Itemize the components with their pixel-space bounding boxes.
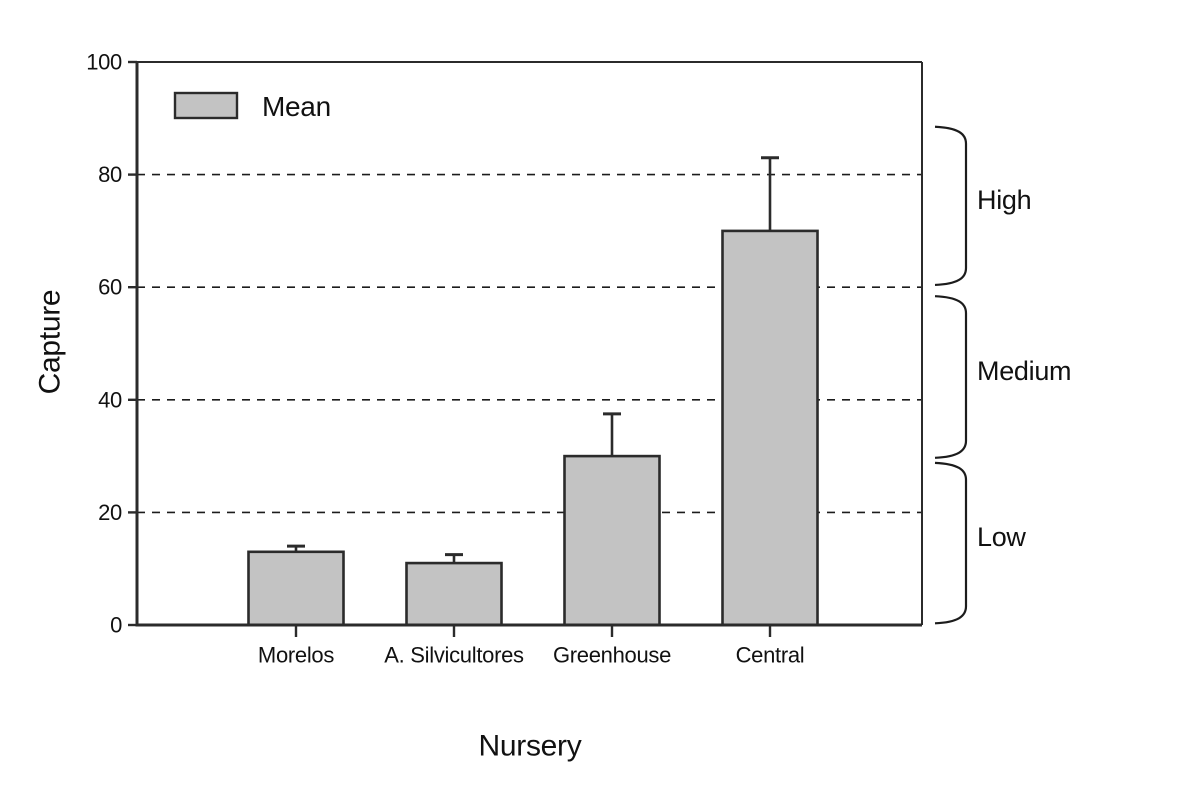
bar-morelos bbox=[247, 550, 345, 627]
legend-swatch bbox=[173, 91, 239, 120]
brace-label-low: Low bbox=[977, 522, 1026, 552]
brace-low bbox=[934, 461, 968, 625]
legend-label: Mean bbox=[262, 91, 331, 122]
x-tick-label-2: Greenhouse bbox=[553, 643, 671, 668]
y-tick-label-20: 20 bbox=[98, 500, 122, 525]
x-tick-label-1: A. Silvicultores bbox=[384, 643, 524, 668]
brace-label-medium: Medium bbox=[977, 356, 1071, 386]
y-tick-label-0: 0 bbox=[110, 613, 122, 638]
brace-medium bbox=[934, 295, 968, 459]
y-tick-label-60: 60 bbox=[98, 275, 122, 300]
bar-greenhouse bbox=[563, 454, 661, 627]
y-tick-label-40: 40 bbox=[98, 387, 122, 412]
brace-label-high: High bbox=[977, 185, 1031, 215]
x-tick-label-3: Central bbox=[736, 643, 805, 668]
x-axis-title: Nursery bbox=[479, 730, 582, 763]
x-tick-label-0: Morelos bbox=[258, 643, 334, 668]
bar-a-silvicultores bbox=[405, 561, 503, 627]
brace-high bbox=[934, 125, 968, 287]
y-tick-label-100: 100 bbox=[86, 50, 122, 75]
y-tick-label-80: 80 bbox=[98, 162, 122, 187]
bar-central bbox=[721, 229, 819, 627]
y-axis-title: Capture bbox=[34, 290, 67, 395]
